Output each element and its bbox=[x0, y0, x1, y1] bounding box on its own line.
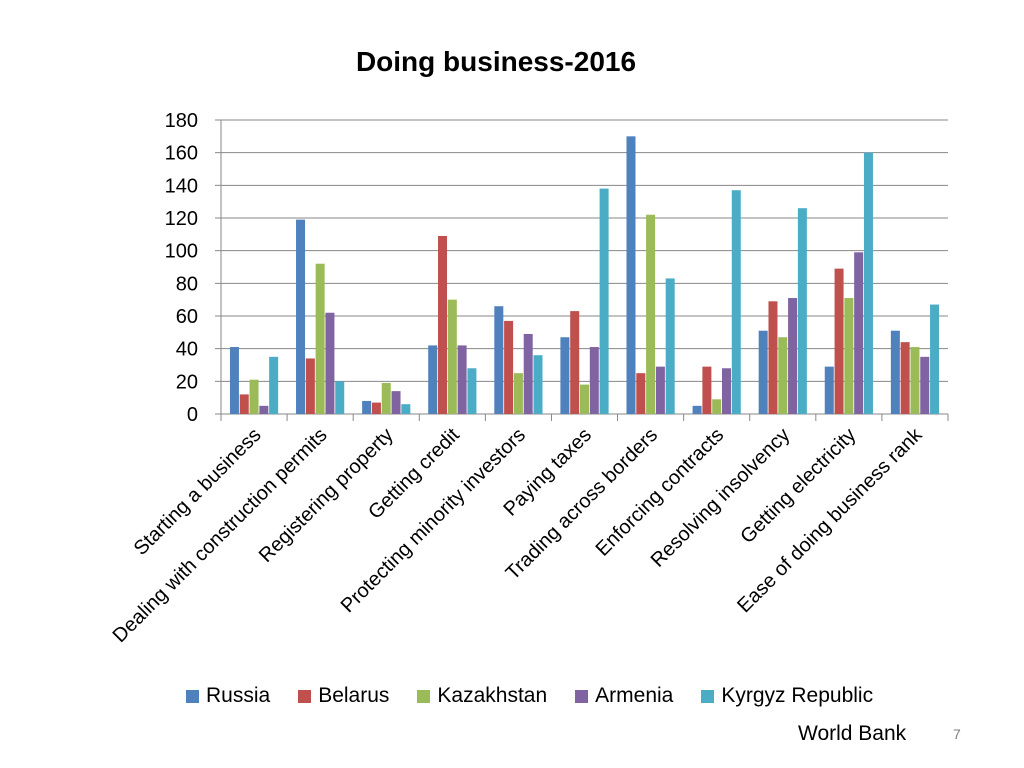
legend-swatch bbox=[417, 689, 431, 703]
legend-swatch bbox=[298, 689, 312, 703]
bar bbox=[626, 136, 636, 415]
bar bbox=[930, 304, 940, 414]
bar bbox=[778, 337, 788, 414]
bar bbox=[788, 298, 798, 414]
y-tick-label: 180 bbox=[165, 110, 198, 132]
bar bbox=[269, 356, 279, 414]
legend-label: Kazakhstan bbox=[437, 684, 548, 707]
bar bbox=[712, 399, 722, 414]
bar bbox=[296, 219, 306, 414]
bar bbox=[692, 405, 702, 414]
y-tick-label: 80 bbox=[176, 273, 198, 295]
bar bbox=[362, 400, 372, 414]
bar bbox=[797, 208, 807, 414]
bar bbox=[636, 373, 646, 414]
chart-legend: Russia Belarus Kazakhstan Armenia Kyrgyz Rep… bbox=[186, 684, 901, 708]
y-tick-label: 100 bbox=[165, 241, 198, 263]
source-label: World Bank bbox=[798, 722, 907, 745]
bar bbox=[533, 355, 543, 414]
bar bbox=[494, 306, 504, 414]
bar bbox=[854, 252, 864, 414]
chart-title: Doing business-2016 bbox=[355, 46, 637, 77]
bar bbox=[900, 342, 910, 414]
bar bbox=[428, 345, 438, 414]
bar bbox=[910, 347, 920, 414]
bar bbox=[457, 345, 467, 414]
bar bbox=[721, 368, 731, 414]
bar bbox=[646, 214, 656, 414]
bar bbox=[824, 366, 834, 414]
bar bbox=[523, 333, 533, 414]
bar bbox=[599, 188, 609, 414]
bar bbox=[863, 152, 873, 414]
legend-item: Kyrgyz Republic bbox=[701, 684, 873, 708]
category-label: Enforcing contracts bbox=[592, 424, 729, 561]
bar bbox=[305, 358, 315, 414]
bar bbox=[731, 190, 741, 414]
legend-swatch bbox=[701, 689, 715, 703]
y-tick-label: 40 bbox=[176, 339, 198, 361]
legend-label: Belarus bbox=[318, 684, 390, 707]
legend-label: Armenia bbox=[595, 684, 674, 707]
bar bbox=[239, 394, 249, 414]
bar bbox=[438, 235, 448, 414]
bar bbox=[655, 366, 665, 414]
y-tick-label: 120 bbox=[165, 208, 198, 230]
bar bbox=[589, 347, 599, 414]
bar bbox=[249, 379, 259, 414]
page-number: 7 bbox=[953, 726, 961, 742]
bar bbox=[391, 391, 401, 414]
bar bbox=[890, 330, 900, 414]
bar bbox=[768, 301, 778, 414]
category-label: Getting electricity bbox=[736, 424, 860, 548]
bar bbox=[844, 298, 854, 414]
y-tick-label: 20 bbox=[176, 371, 198, 393]
bar bbox=[560, 337, 570, 414]
bar bbox=[580, 384, 589, 414]
legend-item: Russia bbox=[186, 684, 270, 708]
bar bbox=[335, 381, 345, 414]
bar bbox=[665, 278, 675, 414]
category-label: Starting a business bbox=[130, 424, 266, 560]
legend-label: Russia bbox=[206, 684, 271, 707]
bar bbox=[315, 263, 325, 414]
bar bbox=[401, 404, 411, 414]
bar bbox=[834, 268, 844, 414]
legend-label: Kyrgyz Republic bbox=[721, 684, 874, 707]
bar bbox=[504, 320, 514, 414]
bar bbox=[513, 373, 523, 414]
bar bbox=[570, 311, 580, 414]
legend-item: Kazakhstan bbox=[417, 684, 547, 708]
bar bbox=[259, 405, 269, 414]
y-tick-label: 60 bbox=[176, 306, 198, 328]
bar bbox=[325, 312, 335, 414]
legend-item: Armenia bbox=[575, 684, 673, 708]
y-tick-label: 160 bbox=[165, 143, 198, 165]
legend-swatch bbox=[186, 689, 199, 703]
y-tick-label: 0 bbox=[187, 404, 198, 426]
bar bbox=[702, 366, 712, 414]
bar bbox=[381, 382, 391, 414]
bar bbox=[371, 402, 381, 414]
bar bbox=[229, 347, 239, 414]
legend-item: Belarus bbox=[298, 684, 389, 708]
bar bbox=[467, 368, 477, 414]
bar bbox=[920, 356, 930, 414]
bar bbox=[447, 299, 457, 414]
legend-swatch bbox=[575, 689, 589, 703]
y-tick-label: 140 bbox=[165, 175, 198, 197]
bar bbox=[758, 330, 768, 414]
